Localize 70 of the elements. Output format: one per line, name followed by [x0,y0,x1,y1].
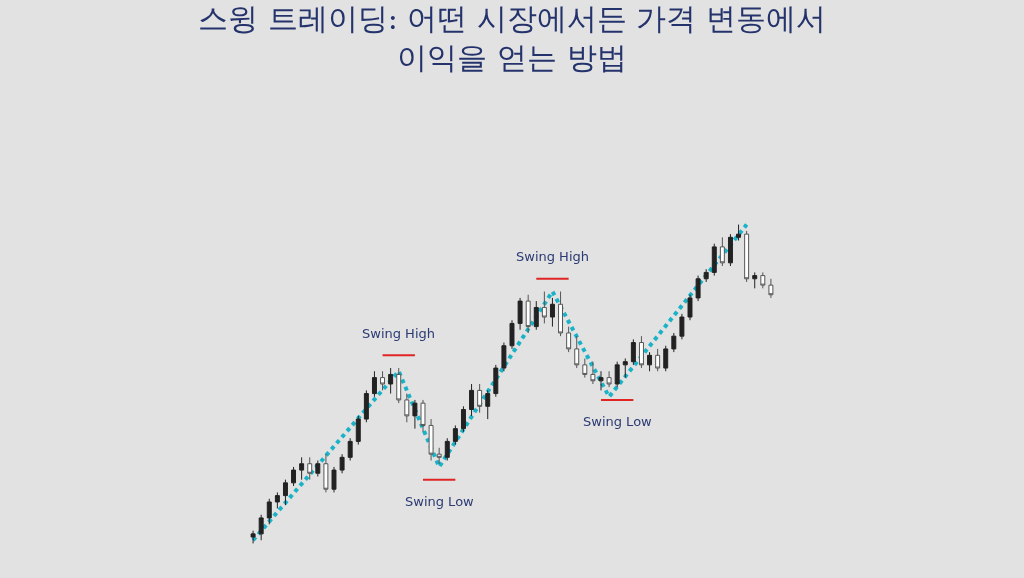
candlestick [404,393,410,423]
candlestick [420,399,426,433]
candlestick [258,514,264,541]
candlestick [638,335,644,369]
candlestick [630,338,636,366]
candlestick [323,453,329,493]
candlestick [655,348,661,372]
candlestick [485,389,491,420]
candlestick [266,498,272,525]
candlestick [339,453,345,474]
candlestick [744,230,750,283]
candlestick [549,297,555,328]
candlestick [671,332,677,353]
annotation: Swing High [516,249,589,264]
candlestick [412,399,418,430]
candlestick [299,456,305,481]
annotation: Swing High [362,326,435,341]
candlestick [282,479,288,506]
candlestick [614,361,620,388]
candlestick [760,271,766,289]
candlestick [517,297,523,331]
candlestick [590,361,596,385]
candlestick [647,351,653,372]
candlestick [533,300,539,331]
candlestick [574,335,580,369]
candlestick [558,291,564,337]
candlestick [452,424,458,446]
candlestick [436,447,442,465]
annotation: Swing Low [583,414,653,429]
candlestick [622,357,628,379]
candlestick [768,278,774,299]
chart-title: 스윙 트레이딩: 어떤 시장에서든 가격 변동에서 이익을 얻는 방법 [198,0,826,75]
candlestick [727,233,733,267]
candlestick [307,456,313,481]
candlestick [428,418,434,462]
candlestick [703,268,709,283]
candlestick [250,530,256,544]
candlestick [752,271,758,289]
candlestick [606,370,612,388]
candlestick [331,466,337,493]
candlestick [719,236,725,267]
candlestick [695,275,701,302]
candlestick [566,326,572,353]
candlestick [501,342,507,372]
candlestick [736,224,742,242]
candlestick [598,370,604,391]
candlestick [363,389,369,423]
candlestick [380,370,386,391]
candlestick [355,415,361,446]
candlestick [469,383,475,417]
candlestick [663,345,669,372]
candlestick [477,383,483,414]
candlestick [541,291,547,324]
candlestick [274,491,280,509]
candlestick [679,313,685,340]
candlestick [493,364,499,398]
candlestick [291,466,297,487]
candlestick [509,319,515,350]
candlestick [388,367,394,395]
candlestick [460,405,466,433]
candlestick [525,294,531,334]
candlestick [582,357,588,379]
candlestick [315,460,321,477]
candlestick [347,437,353,462]
candlestick [711,243,717,277]
candlestick [396,367,402,404]
candlestick [444,437,450,462]
annotation: Swing Low [405,494,475,509]
candlestick [371,370,377,398]
candlestick [687,294,693,321]
